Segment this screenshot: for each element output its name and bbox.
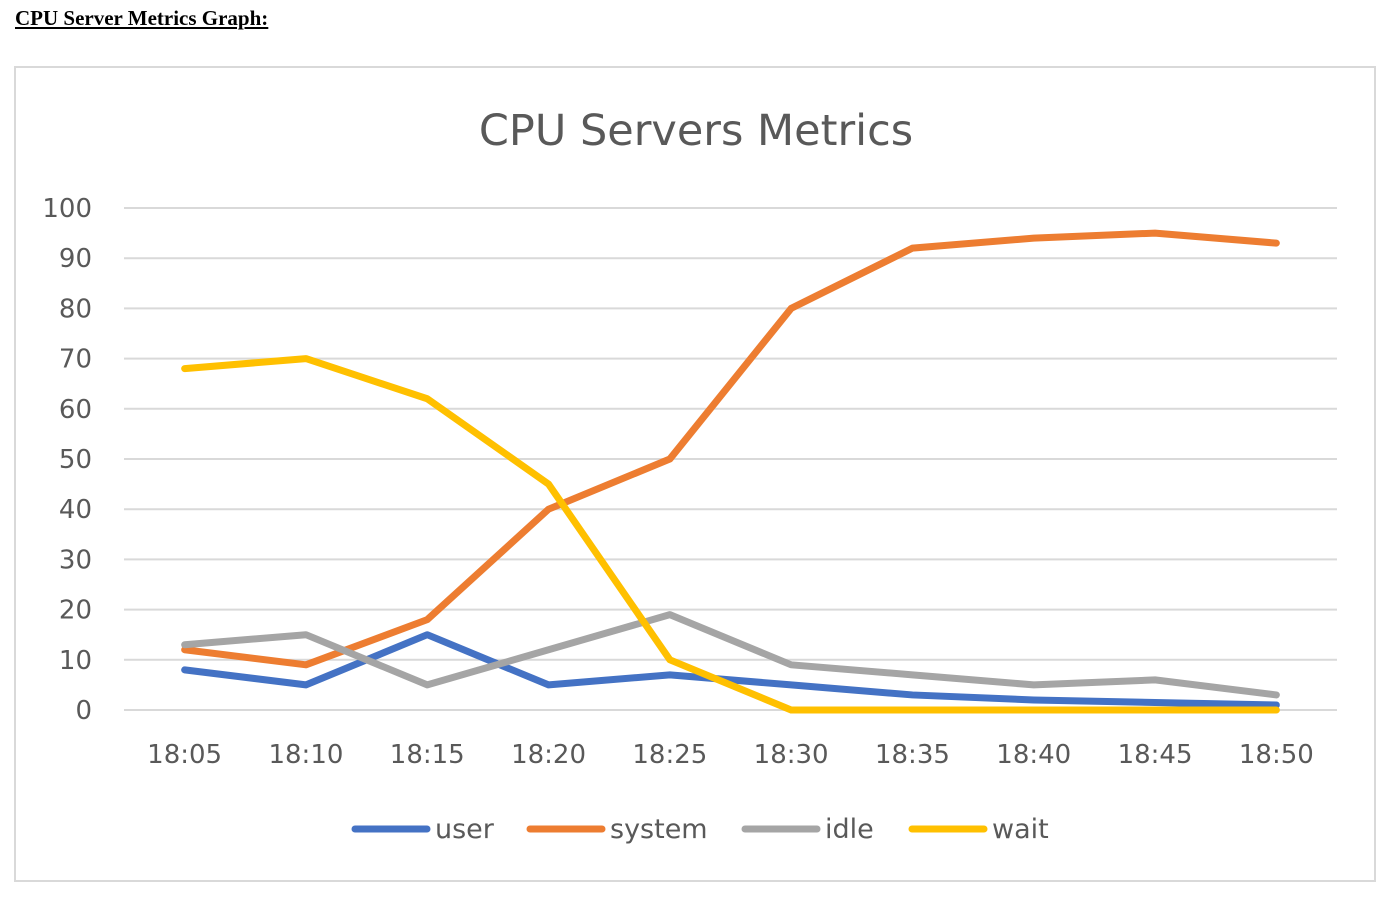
y-tick-label: 90 <box>59 244 92 274</box>
x-tick-label: 18:20 <box>511 740 586 770</box>
y-tick-label: 70 <box>59 345 92 375</box>
x-tick-label: 18:10 <box>268 740 343 770</box>
legend: user system idle wait <box>351 814 1049 845</box>
y-tick-label: 10 <box>59 646 92 676</box>
series-lines <box>181 229 1280 714</box>
y-tick-label: 30 <box>59 545 92 575</box>
page-heading: CPU Server Metrics Graph: <box>15 6 269 30</box>
x-tick-label: 18:15 <box>390 740 465 770</box>
y-tick-label: 50 <box>59 445 92 475</box>
x-axis-tick-labels: 18:05 18:10 18:15 18:20 18:25 18:30 18:35 18:40… <box>147 740 1314 770</box>
x-tick-label: 18:45 <box>1118 740 1193 770</box>
legend-label-user: user <box>435 814 495 845</box>
x-tick-label: 18:05 <box>147 740 222 770</box>
legend-label-idle: idle <box>825 814 874 845</box>
y-tick-label: 80 <box>59 294 92 324</box>
x-tick-label: 18:30 <box>754 740 829 770</box>
y-tick-label: 60 <box>59 395 92 425</box>
series-line-idle <box>181 611 1280 699</box>
x-tick-label: 18:35 <box>875 740 950 770</box>
x-tick-label: 18:50 <box>1239 740 1314 770</box>
y-axis-tick-labels: 0 10 20 30 40 50 60 70 80 90 100 <box>42 194 92 726</box>
y-tick-label: 20 <box>59 596 92 626</box>
legend-label-wait: wait <box>992 814 1049 845</box>
y-tick-label: 40 <box>59 495 92 525</box>
y-tick-label: 100 <box>42 194 92 224</box>
legend-label-system: system <box>610 814 708 845</box>
series-line-user <box>181 631 1280 709</box>
grid-lines <box>124 207 1337 711</box>
series-line-wait <box>181 355 1280 714</box>
x-tick-label: 18:25 <box>632 740 707 770</box>
x-tick-label: 18:40 <box>996 740 1071 770</box>
chart-title: CPU Servers Metrics <box>479 106 913 156</box>
chart-frame <box>14 66 1376 882</box>
y-tick-label: 0 <box>75 696 92 726</box>
series-line-system <box>181 229 1280 669</box>
